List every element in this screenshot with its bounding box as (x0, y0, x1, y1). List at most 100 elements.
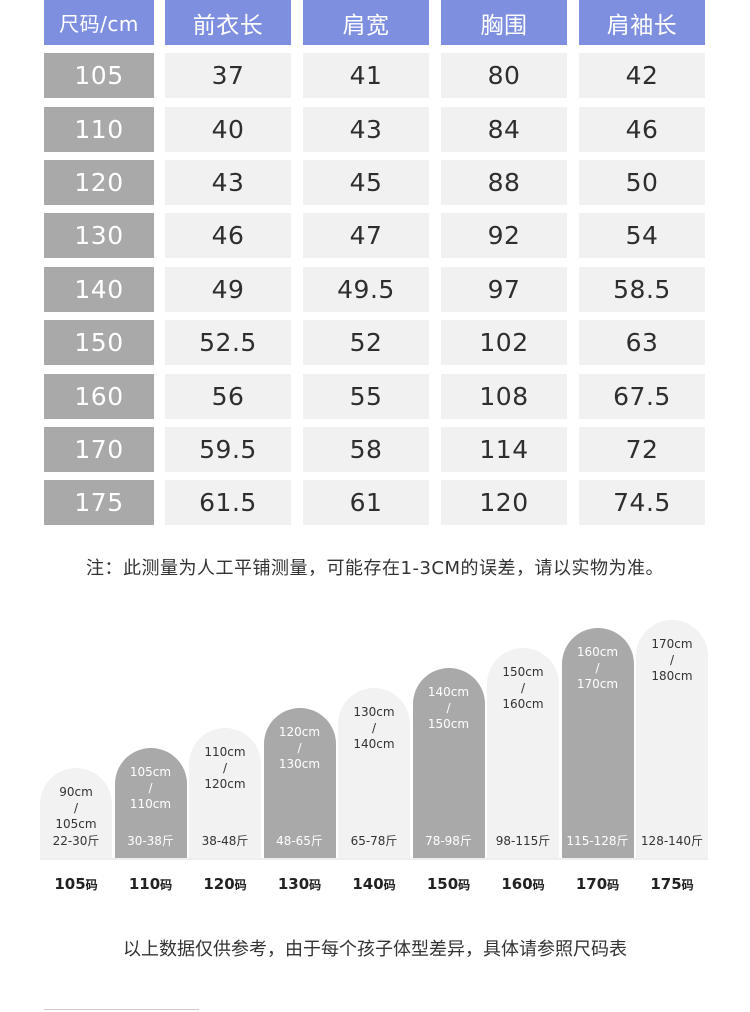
height-range: 130cm / 140cm (338, 704, 410, 752)
size-bar: 140cm / 150cm 78-98斤 (412, 668, 485, 858)
size-unit: 码 (681, 878, 694, 892)
height-range: 90cm / 105cm (40, 784, 112, 832)
size-unit: 码 (160, 878, 173, 892)
size-label: 110码 (115, 875, 187, 893)
size-cell: 150 (44, 320, 154, 365)
size-cell: 120 (44, 160, 154, 205)
measurement-cell: 47 (303, 213, 429, 258)
measurement-cell: 97 (441, 267, 567, 312)
size-number: 120 (203, 875, 235, 893)
chart-baseline (40, 858, 708, 860)
divider (44, 1009, 199, 1010)
table-row: 105 37 41 80 42 (44, 53, 706, 98)
height-value: 180cm (651, 669, 693, 683)
height-value: 105cm (129, 765, 172, 779)
header-size: 尺码/cm (44, 0, 154, 45)
weight-range: 98-115斤 (495, 834, 551, 848)
size-number: 130 (277, 875, 310, 893)
measurement-cell: 72 (579, 427, 705, 472)
measurement-cell: 50 (579, 160, 705, 205)
height-value: 105cm (55, 817, 97, 831)
height-value: 130cm (278, 757, 321, 771)
height-value: 140cm (353, 737, 395, 751)
height-value: 150cm (427, 717, 470, 731)
weight-range: 115-128斤 (566, 834, 629, 848)
measurement-cell: 63 (579, 320, 705, 365)
measurement-cell: 102 (441, 320, 567, 365)
size-label: 160码 (487, 875, 559, 893)
height-value: 110cm (129, 797, 172, 811)
height-separator: / (148, 781, 153, 795)
measurement-cell: 61 (303, 480, 429, 525)
header-front-length: 前衣长 (165, 0, 291, 45)
measurement-cell: 45 (303, 160, 429, 205)
table-header-row: 尺码/cm 前衣长 肩宽 胸围 肩袖长 (44, 0, 706, 45)
table-row: 160 56 55 108 67.5 (44, 374, 706, 419)
size-cell: 105 (44, 53, 154, 98)
size-number: 160 (501, 875, 533, 893)
size-label: 140码 (338, 875, 410, 893)
size-label: 130码 (264, 875, 336, 893)
height-value: 170cm (651, 637, 693, 651)
height-range: 105cm / 110cm (115, 764, 187, 812)
weight-range: 38-48斤 (201, 834, 249, 848)
measurement-cell: 108 (441, 374, 567, 419)
measurement-cell: 61.5 (165, 480, 291, 525)
size-bar: 110cm / 120cm 38-48斤 (189, 728, 261, 858)
height-separator: / (222, 761, 228, 775)
measurement-cell: 54 (579, 213, 705, 258)
weight-range: 65-78斤 (350, 834, 398, 848)
size-number: 175 (650, 875, 682, 893)
size-bar: 90cm / 105cm 22-30斤 (40, 768, 112, 858)
footer-note: 以上数据仅供参考，由于每个孩子体型差异，具体请参照尺码表 (123, 939, 627, 960)
measurement-cell: 52.5 (165, 320, 291, 365)
height-range: 150cm / 160cm (487, 664, 559, 712)
measurement-cell: 42 (579, 53, 705, 98)
size-bar: 150cm / 160cm 98-115斤 (487, 648, 559, 858)
size-unit: 码 (607, 878, 620, 892)
table-row: 150 52.5 52 102 63 (44, 320, 706, 365)
size-number: 150 (426, 875, 459, 893)
measurement-cell: 43 (165, 160, 291, 205)
header-sleeve-length: 肩袖长 (579, 0, 705, 45)
weight-range: 78-98斤 (425, 834, 472, 848)
measurement-cell: 92 (441, 213, 567, 258)
height-value: 90cm (59, 785, 93, 799)
measurement-cell: 67.5 (579, 374, 705, 419)
size-cell: 130 (44, 213, 154, 258)
weight-range: 22-30斤 (52, 834, 100, 848)
size-label: 170码 (562, 875, 634, 893)
size-cell: 110 (44, 107, 154, 152)
height-separator: / (446, 701, 451, 715)
size-unit: 码 (458, 878, 471, 892)
height-separator: / (595, 661, 600, 675)
measurement-note: 注：此测量为人工平铺测量，可能存在1-3CM的误差，请以实物为准。 (86, 558, 664, 579)
measurement-cell: 120 (441, 480, 567, 525)
measurement-cell: 43 (303, 107, 429, 152)
header-chest: 胸围 (441, 0, 567, 45)
size-number: 105 (54, 875, 86, 893)
height-range: 140cm / 150cm (413, 684, 485, 732)
weight-range: 128-140斤 (640, 834, 704, 848)
measurement-cell: 80 (441, 53, 567, 98)
measurement-cell: 52 (303, 320, 429, 365)
measurement-cell: 58.5 (579, 267, 705, 312)
table-row: 140 49 49.5 97 58.5 (44, 267, 706, 312)
height-value: 110cm (204, 745, 246, 759)
height-separator: / (520, 681, 526, 695)
table-row: 110 40 43 84 46 (44, 107, 706, 152)
measurement-cell: 46 (165, 213, 291, 258)
height-value: 120cm (278, 725, 321, 739)
size-unit: 码 (532, 878, 545, 892)
size-bar: 120cm / 130cm 48-65斤 (263, 708, 336, 858)
height-separator: / (371, 721, 377, 735)
table-row: 130 46 47 92 54 (44, 213, 706, 258)
size-number: 140 (352, 875, 384, 893)
measurement-cell: 74.5 (579, 480, 705, 525)
size-cell: 175 (44, 480, 154, 525)
measurement-cell: 58 (303, 427, 429, 472)
header-shoulder-width: 肩宽 (303, 0, 429, 45)
weight-range: 48-65斤 (276, 834, 323, 848)
table-row: 120 43 45 88 50 (44, 160, 706, 205)
measurement-cell: 37 (165, 53, 291, 98)
